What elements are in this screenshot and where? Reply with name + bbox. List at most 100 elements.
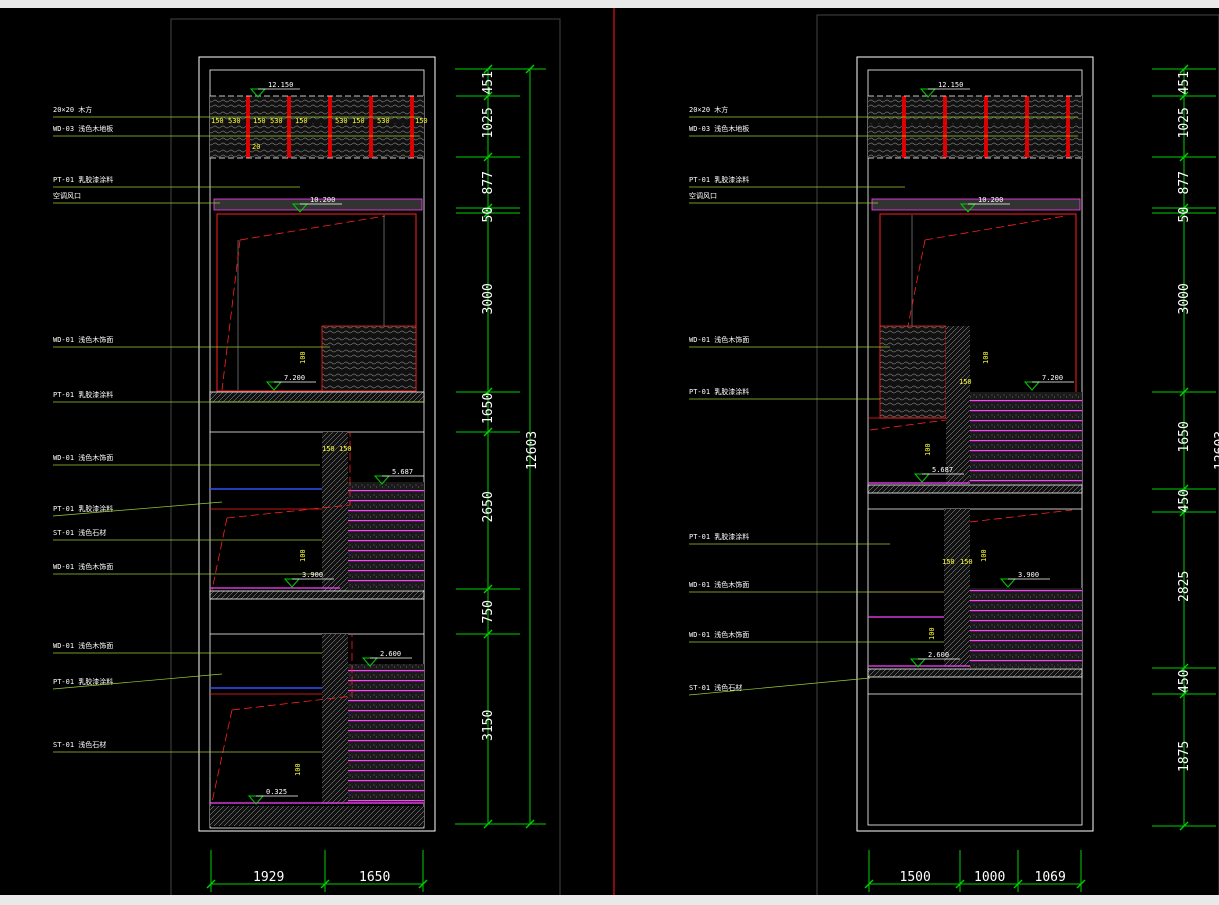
right-overall-dimension: 12603: [1213, 431, 1219, 470]
left-small-dim-text: 100: [299, 549, 307, 562]
right-roof-joists: [868, 96, 1082, 158]
left-callout-label: WD-01 浅色木饰面: [53, 562, 113, 571]
left-level-text: 10.200: [310, 196, 335, 204]
left-level-marker: 0.325: [247, 788, 298, 805]
left-joist-dim-text: 150: [211, 117, 224, 125]
cad-drawing-canvas[interactable]: 451 1025 877 50 3000 1650 2650 750 3150 451 1025 87…: [0, 8, 1219, 895]
right-middle-wall: [944, 509, 970, 667]
right-small-dim-text: 150: [942, 558, 955, 566]
right-callout-label: WD-03 浅色木地板: [689, 124, 749, 133]
right-callout-label: WD-01 浅色木饰面: [689, 630, 749, 639]
left-vdim-text: 50: [481, 207, 496, 223]
left-stair-2: [348, 664, 424, 804]
left-callout-label: PT-01 乳胶漆涂料: [53, 390, 113, 399]
right-vdim-text: 2825: [1177, 571, 1192, 602]
left-overall-dimension: 12603: [455, 64, 546, 829]
right-hdim-text: 1500: [900, 870, 931, 885]
right-vdim-text: 1025: [1177, 107, 1192, 138]
left-level-marker: 10.200: [291, 196, 342, 213]
left-level-marker: 2.600: [361, 650, 412, 667]
left-level-text: 2.600: [380, 650, 401, 658]
left-level-marker: 7.200: [265, 374, 316, 391]
left-joist-dim-text: 150: [295, 117, 308, 125]
right-vdim-text: 451: [1177, 71, 1192, 94]
right-small-dim-text: 100: [928, 627, 936, 640]
right-stair-1: [970, 392, 1082, 484]
right-level-text: 3.900: [1018, 571, 1039, 579]
left-wood-panel: [321, 325, 417, 392]
left-callout-leader: [52, 501, 223, 517]
left-level-text: 0.325: [266, 788, 287, 796]
left-outer-frame: [198, 56, 436, 832]
left-callout-label: ST-01 浅色石材: [53, 528, 106, 537]
right-small-dim-text: 100: [982, 351, 990, 364]
level-marker-layer: 12.150 10.200 7.200 5.687 3.900 2.600 0.325 12.…: [247, 81, 1074, 805]
left-vdim-text: 1025: [481, 107, 496, 138]
right-wood-panel: [879, 325, 947, 419]
right-level-marker: 5.687: [913, 466, 964, 483]
right-vdim-text: 1650: [1177, 421, 1192, 452]
right-callout-label: WD-01 浅色木饰面: [689, 335, 749, 344]
left-callout-label: WD-01 浅色木饰面: [53, 641, 113, 650]
right-level-text: 10.200: [978, 196, 1003, 204]
right-callout-label: PT-01 乳胶漆涂料: [689, 175, 749, 184]
left-level-text: 5.687: [392, 468, 413, 476]
left-callout-label: WD-03 浅色木地板: [53, 124, 113, 133]
left-roof-joists: [210, 96, 424, 158]
left-joist-dim-text: 150: [415, 117, 428, 125]
left-callout-label: PT-01 乳胶漆涂料: [53, 175, 113, 184]
left-joist-dim-text: 530: [228, 117, 241, 125]
left-inner-frame: [209, 69, 425, 829]
left-overall-dim-text: 12603: [525, 431, 540, 470]
left-small-dim-text: 150: [339, 445, 352, 453]
left-joist-dim-text: 530: [270, 117, 283, 125]
left-callout-label: WD-01 浅色木饰面: [53, 335, 113, 344]
right-upper-wall: [946, 326, 970, 484]
right-level-marker: 2.600: [909, 651, 960, 668]
right-floor-slab-1: [867, 484, 1083, 494]
left-level-marker: 3.900: [283, 571, 334, 588]
right-vdim-text: 450: [1177, 489, 1192, 512]
left-upper-room: [216, 213, 417, 392]
left-vdim-text: 451: [481, 71, 496, 94]
right-level-marker: 7.200: [1023, 374, 1074, 391]
left-floor-slab-1: [209, 391, 425, 403]
right-vdim-text: 877: [1177, 171, 1192, 194]
right-hdim-text: 1000: [974, 870, 1005, 885]
top-toolbar-strip: [0, 0, 1219, 8]
left-joist-dim-text: 530: [335, 117, 348, 125]
left-ceiling-slab: [213, 198, 423, 211]
right-section-drawing: [856, 56, 1094, 832]
right-level-marker: 3.900: [999, 571, 1050, 588]
right-small-dim-text: 150: [960, 558, 973, 566]
left-section-drawing: [198, 56, 436, 832]
dimension-layer: 451 1025 877 50 3000 1650 2650 750 3150 451 1025 87…: [206, 64, 1219, 892]
right-vdim-text: 50: [1177, 207, 1192, 223]
right-stair-2: [970, 588, 1082, 668]
right-vdim-text: 1875: [1177, 741, 1192, 772]
left-callout-label: PT-01 乳胶漆涂料: [53, 504, 113, 513]
left-vdim-text: 877: [481, 171, 496, 194]
left-callout-leader: [52, 673, 223, 690]
left-small-dims: 20 100 150 150 100 100: [252, 143, 352, 776]
right-small-dim-text: 100: [924, 443, 932, 456]
right-vertical-dimensions: 451 1025 877 50 3000 1650 450 2825 450 1875: [1152, 64, 1216, 831]
right-vdim-text: 3000: [1177, 283, 1192, 314]
left-small-dim-text: 20: [252, 143, 260, 151]
right-floor-slab-2: [867, 668, 1083, 678]
left-small-dim-text: 100: [299, 351, 307, 364]
right-horizontal-dimensions: 1500 1000 1069: [864, 850, 1086, 892]
right-level-text: 7.200: [1042, 374, 1063, 382]
right-level-text: 12.150: [938, 81, 963, 89]
left-small-dim-text: 150: [322, 445, 335, 453]
left-lower-wall: [322, 634, 348, 804]
left-stair-1: [348, 482, 424, 590]
right-callout-label: 20×20 木方: [689, 105, 728, 114]
left-vdim-text: 3000: [481, 283, 496, 314]
left-level-marker: 12.150: [249, 81, 300, 98]
left-vdim-text: 750: [481, 600, 496, 623]
